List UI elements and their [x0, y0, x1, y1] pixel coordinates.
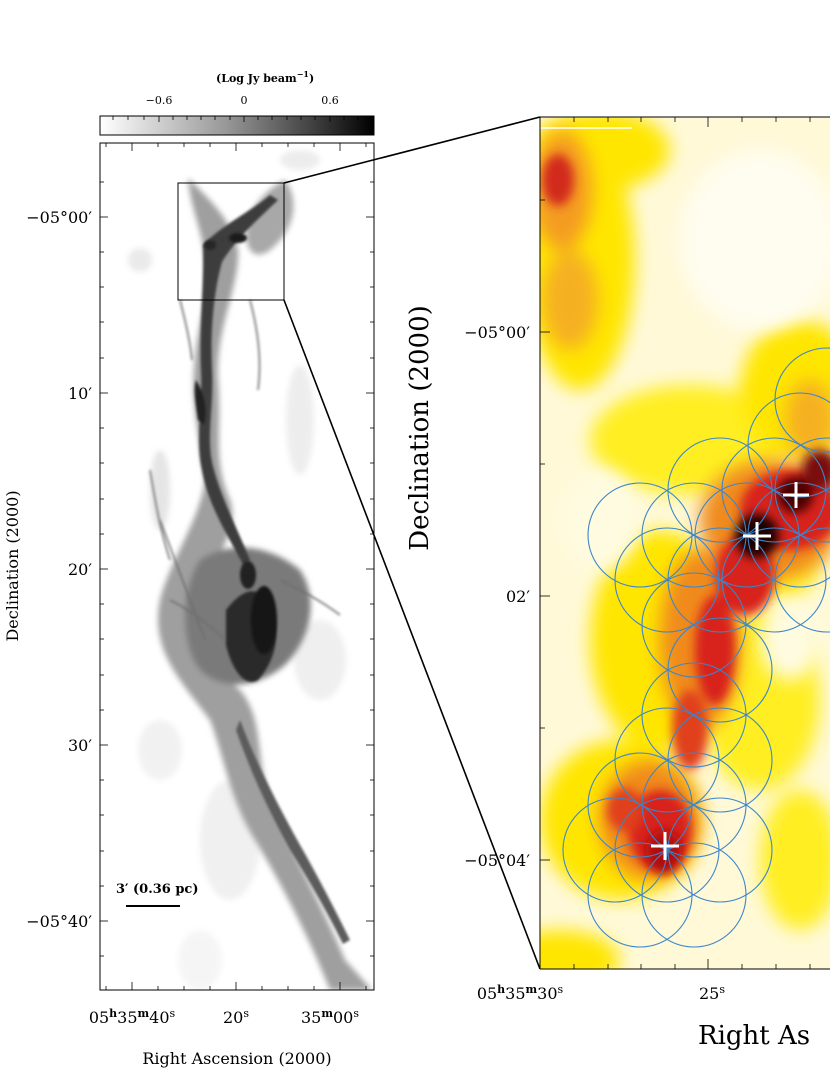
left-dec-tick-label: 20′ [68, 560, 92, 579]
left-ra-tick-label: 05h35m40s [89, 1007, 176, 1027]
left-axis-ticks [100, 143, 374, 990]
left-dec-tick-label: −05°00′ [26, 208, 92, 227]
right-dec-tick-label: −05°00′ [464, 323, 530, 342]
left-map-image [128, 150, 372, 990]
pointing-circle [641, 842, 747, 948]
colorbar-gradient [99, 115, 375, 136]
scale-bar-label: 3′ (0.36 pc) [116, 882, 199, 897]
left-ra-tick-label: 35m00s [301, 1007, 359, 1027]
right-map-frame [539, 116, 830, 970]
right-dec-tick-label: 02′ [506, 587, 530, 606]
left-map-panel: −05°00′ 10′ 20′ 30′ −05°40′ 05h35m40s 20… [3, 142, 375, 1068]
left-map-frame [99, 142, 375, 991]
left-dec-tick-label: 30′ [68, 736, 92, 755]
pointing-circle [774, 347, 830, 453]
pointing-circle [747, 392, 830, 498]
colorbar-ticks [112, 116, 359, 122]
colorbar-unit-label: (Log Jy beam−1) [216, 69, 314, 85]
source-marker [783, 482, 809, 508]
pointing-circle [667, 437, 773, 543]
right-map-panel: −05°00′ 02′ −05°04′ 05h35m30s 25s Right … [405, 116, 830, 1051]
right-x-axis-label: Right As [698, 1021, 810, 1051]
right-map-image [540, 117, 830, 969]
pointing-circle [614, 797, 720, 903]
colorbar-tick-label: −0.6 [146, 94, 173, 107]
left-ra-tick-label: 20s [223, 1007, 249, 1027]
right-dec-tick-label: −05°04′ [464, 851, 530, 870]
pointing-circle [694, 482, 800, 588]
left-x-axis-label: Right Ascension (2000) [142, 1049, 331, 1068]
zoom-connector-lines [283, 116, 541, 970]
right-ra-tick-label: 05h35m30s [477, 983, 564, 1003]
right-axis-ticks [539, 117, 811, 969]
pointing-circle [587, 752, 693, 858]
left-y-axis-label: Declination (2000) [3, 490, 22, 641]
colorbar-tick-label: 0.6 [321, 94, 339, 107]
zoom-region-box [177, 182, 285, 301]
pointing-circle [614, 707, 720, 813]
colorbar: (Log Jy beam−1) −0.6 0 0.6 [99, 69, 375, 136]
source-markers [651, 482, 809, 860]
pointing-circle [667, 527, 773, 633]
left-dec-tick-label: 10′ [68, 384, 92, 403]
colorbar-tick-label: 0 [241, 94, 248, 107]
right-ra-tick-label: 25s [699, 983, 725, 1003]
pointing-circle [614, 527, 720, 633]
source-marker [651, 832, 679, 860]
left-dec-tick-label: −05°40′ [26, 912, 92, 931]
pointing-circle [774, 437, 830, 543]
source-marker [743, 522, 771, 550]
pointing-circle [774, 527, 830, 633]
pointing-circle [587, 842, 693, 948]
pointing-circle [587, 482, 693, 588]
right-y-axis-label: Declination (2000) [405, 305, 435, 551]
